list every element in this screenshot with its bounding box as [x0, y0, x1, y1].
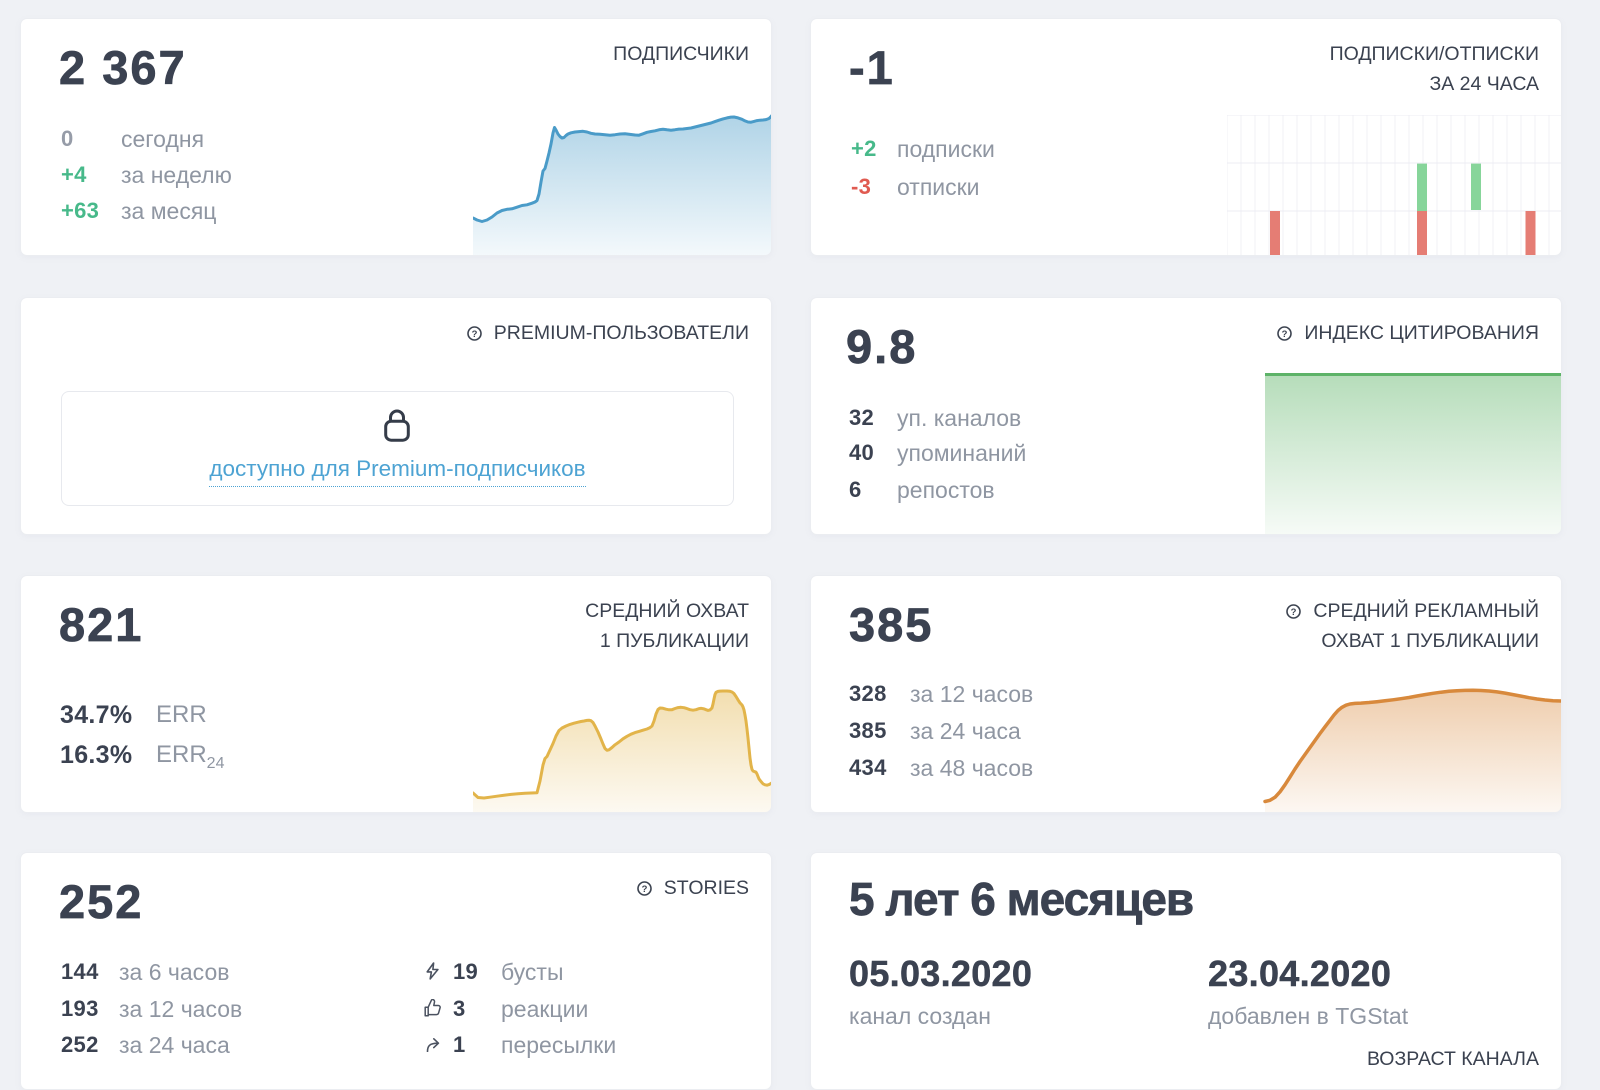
- svg-text:?: ?: [1282, 329, 1288, 340]
- svg-text:?: ?: [641, 884, 647, 895]
- svg-text:?: ?: [1291, 607, 1297, 618]
- svg-text:?: ?: [471, 329, 477, 340]
